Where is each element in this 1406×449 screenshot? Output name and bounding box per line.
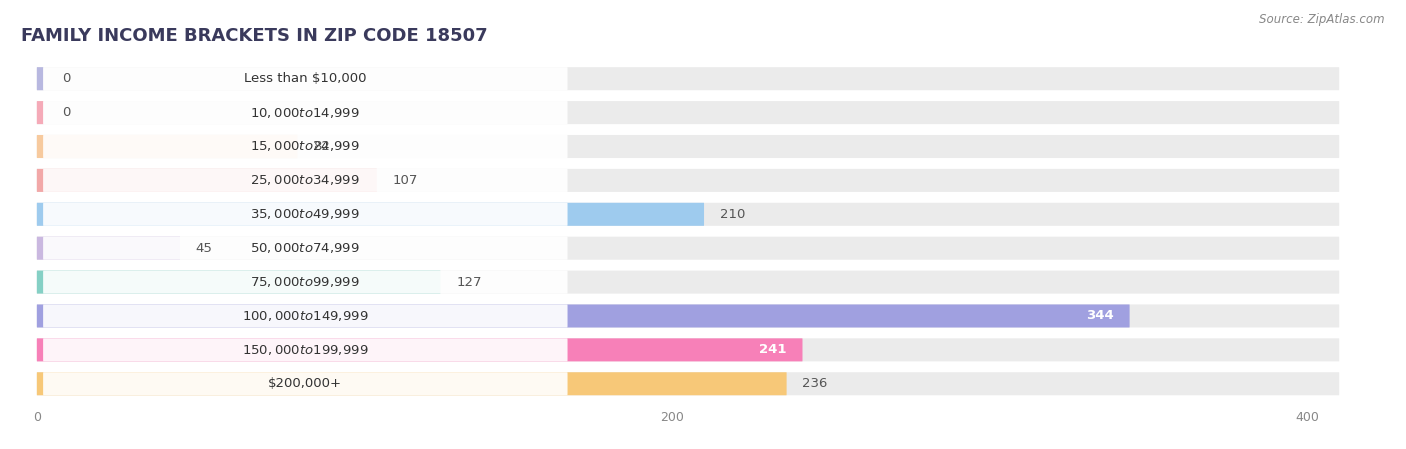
FancyBboxPatch shape bbox=[44, 67, 568, 90]
FancyBboxPatch shape bbox=[37, 237, 1340, 260]
FancyBboxPatch shape bbox=[37, 169, 377, 192]
FancyBboxPatch shape bbox=[37, 237, 180, 260]
FancyBboxPatch shape bbox=[37, 135, 298, 158]
FancyBboxPatch shape bbox=[37, 339, 803, 361]
Text: $150,000 to $199,999: $150,000 to $199,999 bbox=[242, 343, 368, 357]
Text: $35,000 to $49,999: $35,000 to $49,999 bbox=[250, 207, 360, 221]
Text: 127: 127 bbox=[456, 276, 482, 289]
FancyBboxPatch shape bbox=[37, 203, 704, 226]
FancyBboxPatch shape bbox=[37, 372, 1340, 395]
FancyBboxPatch shape bbox=[44, 237, 568, 260]
Text: $200,000+: $200,000+ bbox=[269, 377, 342, 390]
FancyBboxPatch shape bbox=[37, 101, 1340, 124]
FancyBboxPatch shape bbox=[44, 372, 568, 395]
FancyBboxPatch shape bbox=[37, 339, 1340, 361]
Text: 241: 241 bbox=[759, 343, 786, 357]
Text: 0: 0 bbox=[62, 72, 70, 85]
Text: 45: 45 bbox=[195, 242, 212, 255]
FancyBboxPatch shape bbox=[37, 304, 1340, 327]
Text: 0: 0 bbox=[62, 106, 70, 119]
Text: $50,000 to $74,999: $50,000 to $74,999 bbox=[250, 241, 360, 255]
FancyBboxPatch shape bbox=[37, 304, 1129, 327]
FancyBboxPatch shape bbox=[37, 203, 1340, 226]
Text: 107: 107 bbox=[392, 174, 418, 187]
FancyBboxPatch shape bbox=[44, 101, 568, 124]
FancyBboxPatch shape bbox=[37, 271, 440, 294]
FancyBboxPatch shape bbox=[37, 271, 1340, 294]
Text: $75,000 to $99,999: $75,000 to $99,999 bbox=[250, 275, 360, 289]
Text: $100,000 to $149,999: $100,000 to $149,999 bbox=[242, 309, 368, 323]
FancyBboxPatch shape bbox=[44, 304, 568, 327]
Text: 210: 210 bbox=[720, 208, 745, 221]
Text: Source: ZipAtlas.com: Source: ZipAtlas.com bbox=[1260, 13, 1385, 26]
FancyBboxPatch shape bbox=[44, 135, 568, 158]
FancyBboxPatch shape bbox=[37, 67, 44, 90]
Text: 344: 344 bbox=[1085, 309, 1114, 322]
FancyBboxPatch shape bbox=[44, 169, 568, 192]
FancyBboxPatch shape bbox=[37, 169, 1340, 192]
FancyBboxPatch shape bbox=[37, 135, 1340, 158]
Text: $25,000 to $34,999: $25,000 to $34,999 bbox=[250, 173, 360, 187]
FancyBboxPatch shape bbox=[37, 101, 44, 124]
Text: $15,000 to $24,999: $15,000 to $24,999 bbox=[250, 140, 360, 154]
FancyBboxPatch shape bbox=[44, 271, 568, 294]
Text: 236: 236 bbox=[803, 377, 828, 390]
Text: $10,000 to $14,999: $10,000 to $14,999 bbox=[250, 106, 360, 119]
FancyBboxPatch shape bbox=[37, 67, 1340, 90]
Text: 82: 82 bbox=[314, 140, 330, 153]
FancyBboxPatch shape bbox=[44, 203, 568, 226]
FancyBboxPatch shape bbox=[37, 372, 786, 395]
Text: Less than $10,000: Less than $10,000 bbox=[245, 72, 367, 85]
FancyBboxPatch shape bbox=[44, 339, 568, 361]
Text: FAMILY INCOME BRACKETS IN ZIP CODE 18507: FAMILY INCOME BRACKETS IN ZIP CODE 18507 bbox=[21, 26, 488, 44]
